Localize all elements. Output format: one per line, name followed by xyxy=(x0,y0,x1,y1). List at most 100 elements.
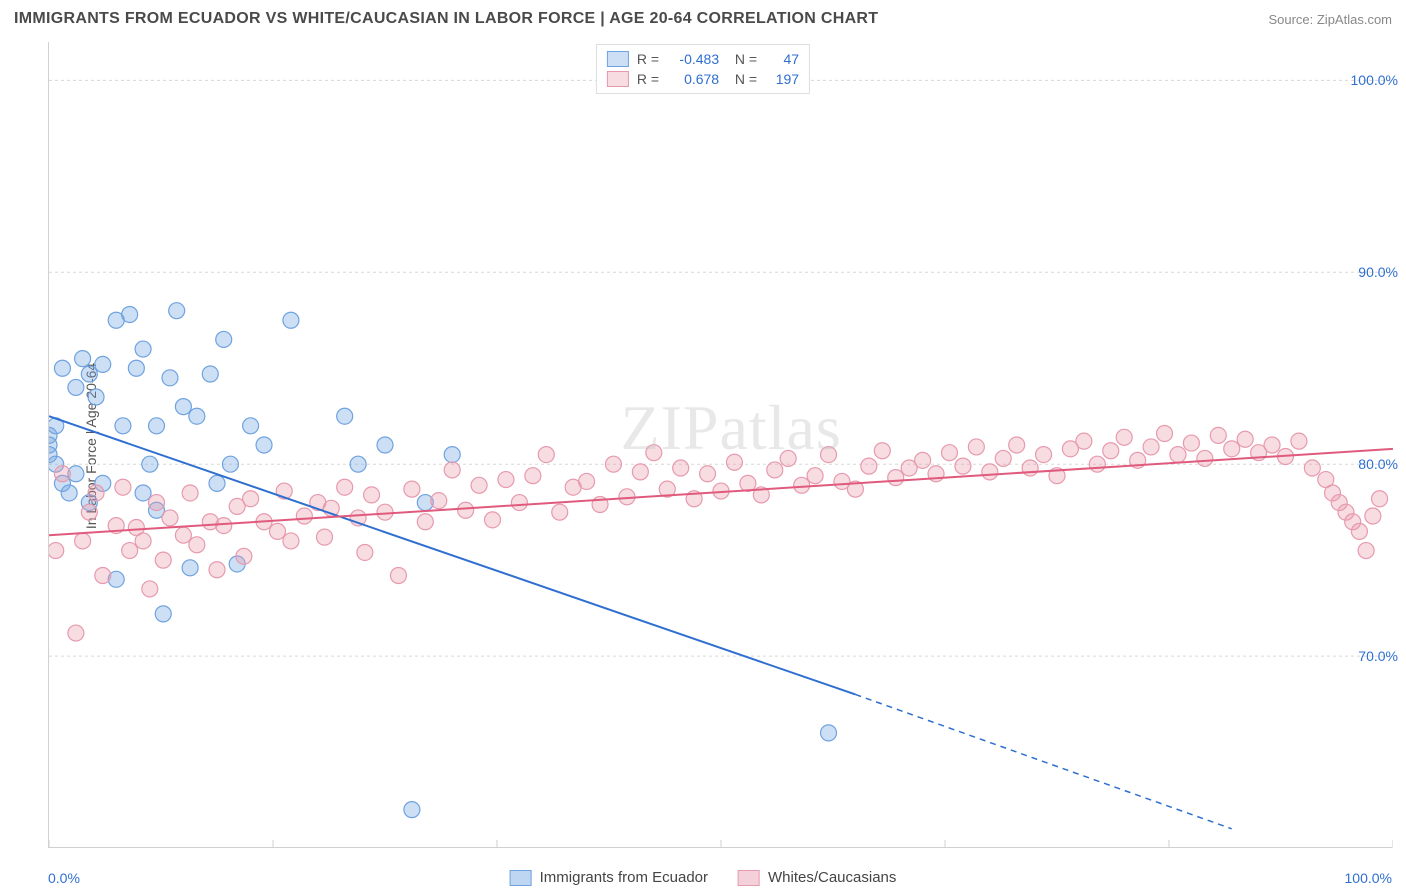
data-point xyxy=(377,504,393,520)
data-point xyxy=(821,447,837,463)
data-point xyxy=(135,533,151,549)
data-point xyxy=(1224,441,1240,457)
data-point xyxy=(673,460,689,476)
data-point xyxy=(189,537,205,553)
y-tick-label: 80.0% xyxy=(1358,456,1398,472)
chart-plot-area xyxy=(48,42,1392,848)
data-point xyxy=(81,504,97,520)
data-point xyxy=(337,408,353,424)
data-point xyxy=(377,437,393,453)
data-point xyxy=(941,445,957,461)
data-point xyxy=(794,477,810,493)
data-point xyxy=(1237,431,1253,447)
legend-row: R = 0.678 N = 197 xyxy=(607,69,799,89)
data-point xyxy=(404,481,420,497)
data-point xyxy=(216,518,232,534)
data-point xyxy=(68,379,84,395)
data-point xyxy=(1291,433,1307,449)
data-point xyxy=(995,450,1011,466)
source-label: Source: ZipAtlas.com xyxy=(1268,12,1392,27)
data-point xyxy=(283,533,299,549)
y-tick-label: 70.0% xyxy=(1358,648,1398,664)
data-point xyxy=(1009,437,1025,453)
data-point xyxy=(525,468,541,484)
data-point xyxy=(955,458,971,474)
data-point xyxy=(538,447,554,463)
data-point xyxy=(115,479,131,495)
x-axis-end-label: 100.0% xyxy=(1345,870,1392,886)
data-point xyxy=(115,418,131,434)
data-point xyxy=(75,533,91,549)
data-point xyxy=(968,439,984,455)
data-point xyxy=(1157,425,1173,441)
y-tick-label: 100.0% xyxy=(1351,72,1398,88)
data-point xyxy=(122,307,138,323)
legend-swatch xyxy=(607,51,629,67)
legend-item: Immigrants from Ecuador xyxy=(510,869,708,886)
data-point xyxy=(1036,447,1052,463)
data-point xyxy=(444,462,460,478)
data-point xyxy=(256,437,272,453)
data-point xyxy=(632,464,648,480)
legend-label: Whites/Caucasians xyxy=(768,869,896,886)
data-point xyxy=(390,567,406,583)
data-point xyxy=(81,366,97,382)
legend-swatch xyxy=(607,71,629,87)
data-point xyxy=(1103,443,1119,459)
data-point xyxy=(95,356,111,372)
data-point xyxy=(579,473,595,489)
y-tick-label: 90.0% xyxy=(1358,264,1398,280)
data-point xyxy=(404,802,420,818)
data-point xyxy=(337,479,353,495)
legend-swatch xyxy=(738,870,760,886)
data-point xyxy=(209,475,225,491)
data-point xyxy=(982,464,998,480)
legend-n-value: 47 xyxy=(765,51,799,67)
data-point xyxy=(1372,491,1388,507)
data-point xyxy=(209,562,225,578)
data-point xyxy=(68,625,84,641)
data-point xyxy=(243,491,259,507)
data-point xyxy=(498,472,514,488)
data-point xyxy=(1197,450,1213,466)
data-point xyxy=(364,487,380,503)
chart-title: IMMIGRANTS FROM ECUADOR VS WHITE/CAUCASI… xyxy=(14,10,878,28)
data-point xyxy=(646,445,662,461)
data-point xyxy=(202,366,218,382)
data-point xyxy=(726,454,742,470)
legend-row: R = -0.483 N = 47 xyxy=(607,49,799,69)
data-point xyxy=(142,456,158,472)
data-point xyxy=(283,312,299,328)
data-point xyxy=(767,462,783,478)
data-point xyxy=(175,399,191,415)
data-point xyxy=(155,606,171,622)
data-point xyxy=(861,458,877,474)
data-point xyxy=(142,581,158,597)
data-point xyxy=(552,504,568,520)
data-point xyxy=(149,495,165,511)
legend-r-label: R = xyxy=(637,71,659,87)
data-point xyxy=(1264,437,1280,453)
data-point xyxy=(236,548,252,564)
data-point xyxy=(821,725,837,741)
data-point xyxy=(317,529,333,545)
data-point xyxy=(1170,447,1186,463)
data-point xyxy=(216,331,232,347)
data-point xyxy=(1210,427,1226,443)
legend-n-label: N = xyxy=(727,71,757,87)
data-point xyxy=(1304,460,1320,476)
data-point xyxy=(155,552,171,568)
data-point xyxy=(128,360,144,376)
legend-r-value: -0.483 xyxy=(667,51,719,67)
x-axis-start-label: 0.0% xyxy=(48,870,80,886)
data-point xyxy=(122,543,138,559)
data-point xyxy=(175,527,191,543)
data-point xyxy=(874,443,890,459)
legend-item: Whites/Caucasians xyxy=(738,869,896,886)
data-point xyxy=(1358,543,1374,559)
data-point xyxy=(61,485,77,501)
legend-r-label: R = xyxy=(637,51,659,67)
series-legend: Immigrants from Ecuador Whites/Caucasians xyxy=(510,869,897,886)
correlation-legend: R = -0.483 N = 47 R = 0.678 N = 197 xyxy=(596,44,810,94)
data-point xyxy=(1183,435,1199,451)
